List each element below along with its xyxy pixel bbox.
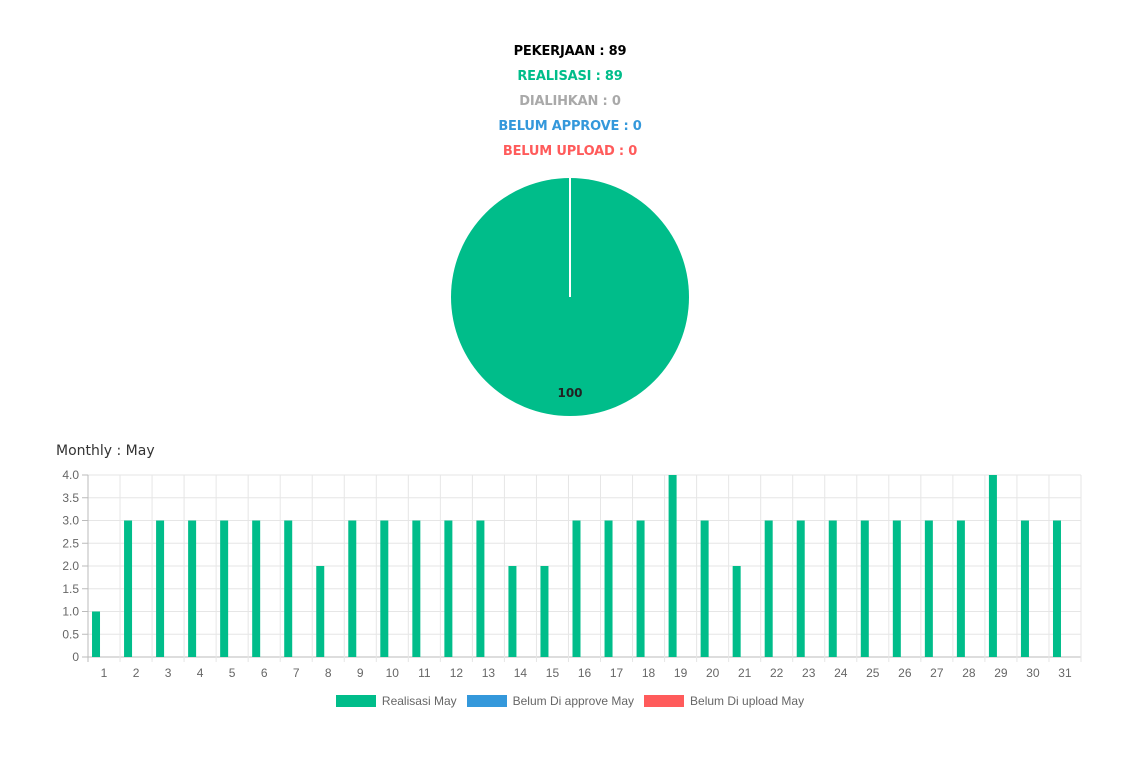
x-tick-label: 17 <box>610 666 624 680</box>
y-tick-label: 0.5 <box>62 627 79 641</box>
legend-item-belum-upload[interactable]: Belum Di upload May <box>644 694 804 708</box>
y-tick-label: 2.5 <box>62 536 79 550</box>
bar-realisasi-may-21[interactable] <box>732 566 741 657</box>
x-tick-label: 19 <box>674 666 688 680</box>
bar-realisasi-may-7[interactable] <box>284 520 293 658</box>
x-tick-label: 27 <box>930 666 944 680</box>
x-tick-label: 23 <box>802 666 816 680</box>
bar-realisasi-may-8[interactable] <box>316 566 325 657</box>
legend-swatch-realisasi <box>335 695 376 707</box>
y-tick-label: 1.5 <box>62 582 79 596</box>
x-tick-label: 16 <box>578 666 592 680</box>
x-tick-label: 31 <box>1058 666 1072 680</box>
legend-swatch-belum-approve <box>466 695 507 707</box>
summary-panel: PEKERJAAN : 89 REALISASI : 89 DIALIHKAN … <box>0 42 1140 167</box>
bar-realisasi-may-9[interactable] <box>348 520 357 658</box>
pie-data-label: 100 <box>557 386 582 400</box>
y-tick-label: 0 <box>72 650 79 664</box>
x-tick-label: 7 <box>293 666 300 680</box>
x-tick-label: 1 <box>101 666 108 680</box>
pie-chart: 100 <box>451 178 689 416</box>
legend-label-realisasi: Realisasi May <box>381 694 457 708</box>
y-tick-label: 3.0 <box>62 514 79 528</box>
y-tick-label: 4.0 <box>62 468 79 482</box>
bar-realisasi-may-16[interactable] <box>572 520 581 658</box>
x-tick-label: 3 <box>165 666 172 680</box>
bar-realisasi-may-2[interactable] <box>124 520 133 658</box>
x-tick-label: 2 <box>133 666 140 680</box>
x-tick-label: 24 <box>834 666 848 680</box>
y-tick-label: 1.0 <box>62 605 79 619</box>
x-tick-label: 22 <box>770 666 784 680</box>
x-tick-label: 6 <box>261 666 268 680</box>
bar-realisasi-may-3[interactable] <box>156 520 165 658</box>
legend-item-belum-approve[interactable]: Belum Di approve May <box>466 694 635 708</box>
bar-realisasi-may-5[interactable] <box>220 520 229 658</box>
legend-label-belum-approve: Belum Di approve May <box>512 694 635 708</box>
x-tick-label: 28 <box>962 666 976 680</box>
bar-realisasi-may-1[interactable] <box>92 611 101 658</box>
belum-approve-count: BELUM APPROVE : 0 <box>498 119 642 134</box>
y-tick-label: 3.5 <box>62 491 79 505</box>
bar-realisasi-may-20[interactable] <box>700 520 709 658</box>
bar-realisasi-may-6[interactable] <box>252 520 261 658</box>
x-tick-label: 20 <box>706 666 720 680</box>
bar-realisasi-may-11[interactable] <box>412 520 421 658</box>
bar-realisasi-may-25[interactable] <box>860 520 869 658</box>
belum-upload-count: BELUM UPLOAD : 0 <box>502 144 638 159</box>
bar-realisasi-may-26[interactable] <box>892 520 901 658</box>
x-tick-label: 25 <box>866 666 880 680</box>
bar-realisasi-may-28[interactable] <box>956 520 965 658</box>
bar-realisasi-may-23[interactable] <box>796 520 805 658</box>
x-tick-label: 11 <box>418 666 431 680</box>
x-tick-label: 4 <box>197 666 204 680</box>
x-tick-label: 14 <box>514 666 528 680</box>
bar-realisasi-may-17[interactable] <box>604 520 613 658</box>
bar-realisasi-may-18[interactable] <box>636 520 645 658</box>
bar-realisasi-may-4[interactable] <box>188 520 197 658</box>
y-tick-label: 2.0 <box>62 559 79 573</box>
dialihkan-count: DIALIHKAN : 0 <box>519 94 621 109</box>
x-tick-label: 29 <box>994 666 1008 680</box>
pekerjaan-count: PEKERJAAN : 89 <box>513 44 627 59</box>
realisasi-count: REALISASI : 89 <box>517 69 623 84</box>
legend-label-belum-upload: Belum Di upload May <box>690 694 805 708</box>
bar-realisasi-may-29[interactable] <box>988 475 997 657</box>
x-tick-label: 21 <box>738 666 752 680</box>
bar-realisasi-may-27[interactable] <box>924 520 933 658</box>
bar-realisasi-may-10[interactable] <box>380 520 389 658</box>
bar-chart-legend: Realisasi May Belum Di approve May Belum… <box>0 694 1140 708</box>
x-tick-label: 30 <box>1026 666 1040 680</box>
x-tick-label: 18 <box>642 666 656 680</box>
legend-swatch-belum-upload <box>644 695 685 707</box>
bar-realisasi-may-14[interactable] <box>508 566 517 657</box>
bar-realisasi-may-31[interactable] <box>1052 520 1061 658</box>
legend-item-realisasi[interactable]: Realisasi May <box>335 694 457 708</box>
bar-realisasi-may-19[interactable] <box>668 475 677 657</box>
bar-realisasi-may-30[interactable] <box>1020 520 1029 658</box>
bar-realisasi-may-15[interactable] <box>540 566 549 657</box>
x-tick-label: 8 <box>325 666 332 680</box>
bar-realisasi-may-24[interactable] <box>828 520 837 658</box>
x-tick-label: 12 <box>450 666 464 680</box>
bar-realisasi-may-13[interactable] <box>476 520 485 658</box>
bar-realisasi-may-12[interactable] <box>444 520 453 658</box>
bar-realisasi-may-22[interactable] <box>764 520 773 658</box>
x-tick-label: 5 <box>229 666 236 680</box>
x-tick-label: 26 <box>898 666 912 680</box>
monthly-chart-title: Monthly : May <box>56 443 155 459</box>
x-tick-label: 15 <box>546 666 560 680</box>
x-tick-label: 13 <box>482 666 496 680</box>
x-tick-label: 9 <box>357 666 364 680</box>
x-tick-label: 10 <box>386 666 400 680</box>
